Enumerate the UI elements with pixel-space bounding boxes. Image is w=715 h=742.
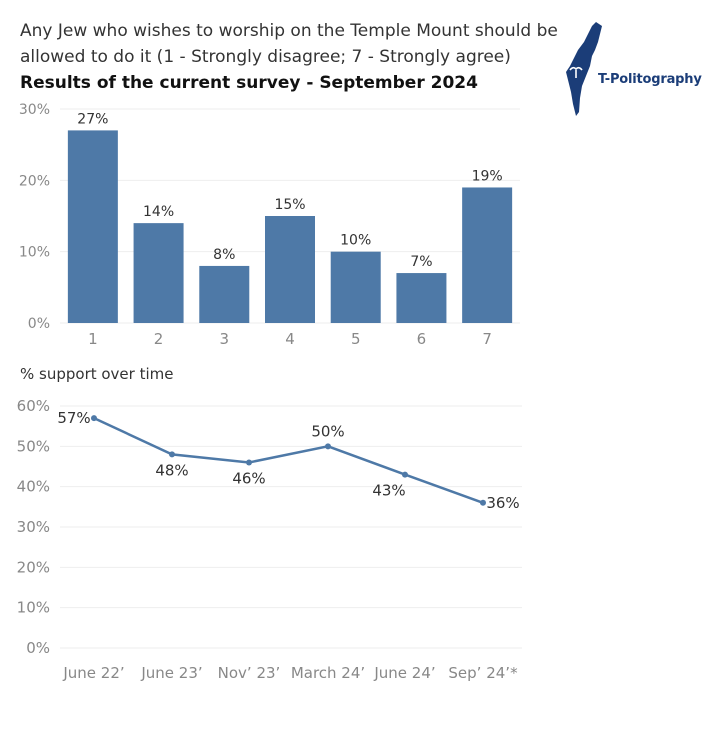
y-tick-label: 0% <box>28 316 50 332</box>
bar <box>330 251 381 323</box>
point-data-label: 36% <box>486 494 519 512</box>
y-tick-label: 50% <box>17 437 50 455</box>
point-data-label: 50% <box>311 422 344 440</box>
point-data-label: 43% <box>372 482 405 500</box>
data-point <box>169 451 175 458</box>
bar <box>67 130 118 323</box>
survey-subtitle: Results of the current survey - Septembe… <box>20 73 478 93</box>
x-tick-label: Nov’ 23’ <box>218 664 281 682</box>
series-line <box>93 416 484 504</box>
bar-data-label: 14% <box>143 204 174 220</box>
point-data-label: 46% <box>232 469 265 487</box>
logo-text: T-Politography <box>598 72 702 87</box>
x-tick-label: June 22’ <box>62 664 124 682</box>
bar-data-label: 15% <box>274 197 305 213</box>
bar-chart: 0% 10% 20% 30% 27% 1 14% 2 8% 3 15% 4 10% 5 7% 6 19% 7 <box>19 102 520 348</box>
x-tick-label: 2 <box>154 330 164 348</box>
point-data-label: 48% <box>155 461 188 479</box>
bar-data-label: 8% <box>213 247 235 263</box>
question-text: Any Jew who wishes to worship on the Tem… <box>20 21 558 67</box>
data-point <box>480 499 486 506</box>
x-tick-label: 7 <box>482 330 492 348</box>
logo-emblem-icon <box>569 66 583 78</box>
x-tick-label: 4 <box>285 330 295 348</box>
y-tick-label: 30% <box>17 518 50 536</box>
bar-data-label: 7% <box>410 254 432 270</box>
bar-data-label: 27% <box>77 111 108 127</box>
y-tick-label: 10% <box>19 245 50 261</box>
y-tick-label: 10% <box>17 599 50 617</box>
x-tick-label: 5 <box>351 330 361 348</box>
line-chart: 0% 10% 20% 30% 40% 50% 60% 57% June 22’ 48% June 2… <box>17 397 522 682</box>
bar-data-label: 19% <box>472 168 503 184</box>
x-tick-label: March 24’ <box>291 664 365 682</box>
y-tick-label: 20% <box>17 558 50 576</box>
bar <box>133 223 184 323</box>
y-tick-label: 30% <box>19 102 50 118</box>
data-point <box>246 459 252 466</box>
bar <box>396 273 447 323</box>
israel-map-icon <box>566 22 602 116</box>
y-tick-label: 60% <box>17 397 50 415</box>
data-point <box>402 471 408 478</box>
bar <box>199 265 250 323</box>
data-point <box>91 415 97 422</box>
y-tick-label: 20% <box>19 173 50 189</box>
x-tick-label: June 23’ <box>140 664 202 682</box>
x-tick-label: 1 <box>88 330 98 348</box>
x-tick-label: June 24’ <box>373 664 435 682</box>
data-point <box>325 443 331 450</box>
x-tick-label: 3 <box>220 330 230 348</box>
x-tick-label: 6 <box>417 330 427 348</box>
y-tick-label: 40% <box>17 478 50 496</box>
bar-data-label: 10% <box>340 233 371 249</box>
y-tick-label: 0% <box>26 639 50 657</box>
line-chart-title: % support over time <box>20 365 174 383</box>
bar <box>265 216 315 323</box>
chart-title: Any Jew who wishes to worship on the Tem… <box>20 18 560 96</box>
bar <box>462 187 513 323</box>
point-data-label: 57% <box>57 409 90 427</box>
x-tick-label: Sep’ 24’* <box>448 664 518 682</box>
